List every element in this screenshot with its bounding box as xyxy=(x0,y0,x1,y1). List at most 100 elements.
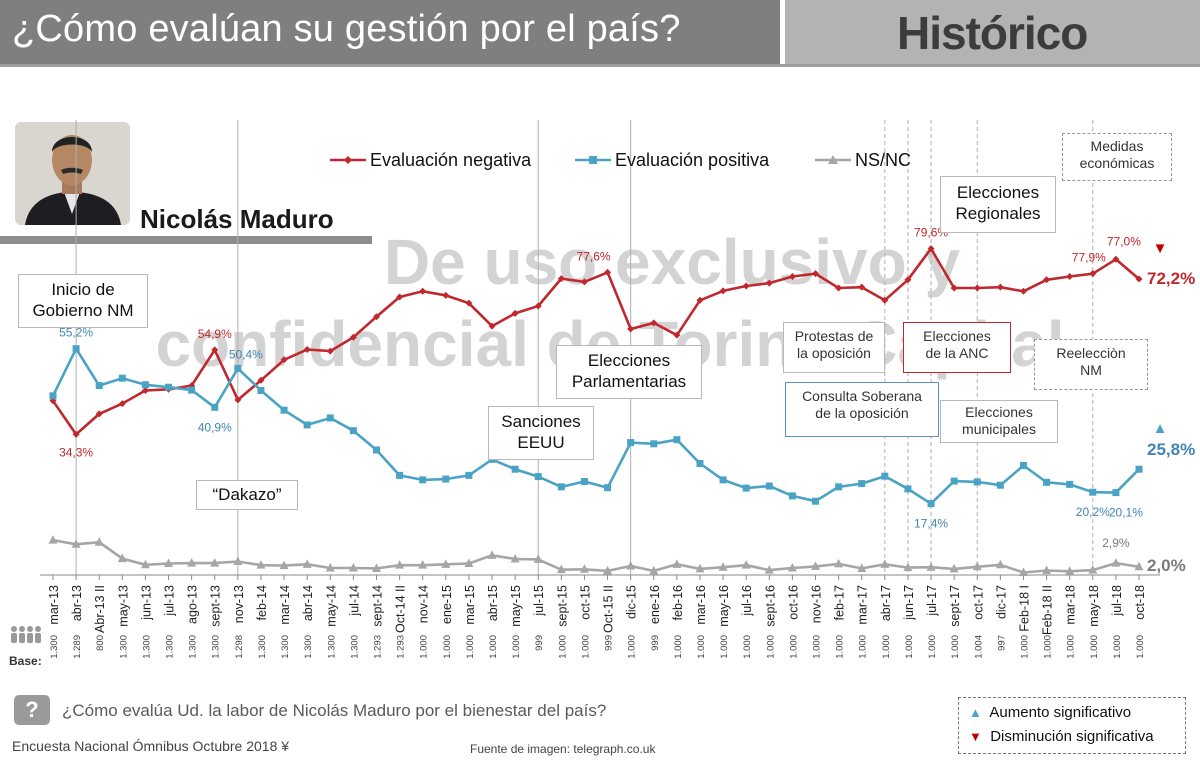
base-value: 1.000 xyxy=(465,635,476,659)
base-label: Base: xyxy=(9,654,42,668)
data-point xyxy=(72,430,80,438)
event-sanciones-eeuu: Sanciones EEUU xyxy=(488,406,594,460)
data-point xyxy=(858,480,866,488)
legend-aumento: Aumento significativo xyxy=(989,704,1132,721)
x-tick-label: mar-17 xyxy=(856,585,870,625)
data-point xyxy=(787,563,797,572)
data-point xyxy=(995,559,1005,569)
data-point xyxy=(441,559,451,568)
data-point xyxy=(487,550,497,559)
point-label: 77,9% xyxy=(1072,251,1106,265)
base-value: 1.000 xyxy=(627,635,638,659)
data-point xyxy=(396,471,404,479)
x-tick-label: mar-15 xyxy=(463,585,477,625)
data-point xyxy=(257,387,265,394)
x-tick-label: may-14 xyxy=(324,585,338,627)
x-tick-label: jun-17 xyxy=(902,585,916,621)
event-inicio-gobierno: Inicio de Gobierno NM xyxy=(18,274,148,328)
data-point xyxy=(349,427,357,435)
point-label: 40,9% xyxy=(198,420,232,434)
data-point xyxy=(604,268,612,276)
data-point xyxy=(742,484,750,492)
base-value: 1.298 xyxy=(234,635,245,659)
data-point xyxy=(395,560,405,569)
base-value: 999 xyxy=(534,635,545,651)
data-point xyxy=(1088,565,1098,574)
base-value: 1.300 xyxy=(49,635,60,659)
event-elecciones-municipales: Elecciones municipales xyxy=(940,400,1058,443)
base-value: 1.000 xyxy=(742,635,753,659)
point-label: 17,4% xyxy=(914,517,948,531)
data-point xyxy=(279,560,289,570)
base-value: 1.300 xyxy=(141,635,152,659)
base-value: 1.300 xyxy=(165,635,176,659)
base-value: 999 xyxy=(650,635,661,651)
data-point xyxy=(211,346,219,354)
series-line-1 xyxy=(51,347,1140,506)
base-value: 1.000 xyxy=(858,635,869,659)
x-tick-label: abr-14 xyxy=(301,585,315,621)
data-point xyxy=(419,287,427,295)
data-point xyxy=(302,559,312,568)
data-point xyxy=(904,485,912,493)
data-point xyxy=(165,383,173,391)
data-point xyxy=(811,561,821,570)
data-point xyxy=(835,284,843,292)
x-tick-label: may-16 xyxy=(717,585,731,627)
data-point xyxy=(765,279,773,287)
x-tick-label: Feb-18 I xyxy=(1017,585,1031,632)
base-value: 1.300 xyxy=(257,635,268,659)
data-point xyxy=(1134,561,1144,571)
data-point xyxy=(835,483,843,491)
base-value: 1.000 xyxy=(1112,635,1123,659)
x-tick-label: jul-14 xyxy=(347,585,361,617)
data-point xyxy=(95,382,103,390)
data-point xyxy=(650,440,658,448)
data-point xyxy=(580,478,588,486)
data-point xyxy=(419,476,427,484)
data-point xyxy=(695,563,705,573)
data-point xyxy=(510,554,520,563)
x-tick-label: Abr-13 II xyxy=(93,585,107,633)
base-value: 1.300 xyxy=(118,635,129,659)
x-tick-label: mar-16 xyxy=(694,585,708,625)
data-point xyxy=(1111,558,1121,567)
x-tick-label: dic-15 xyxy=(625,585,639,619)
base-value: 1.004 xyxy=(973,635,984,659)
data-point xyxy=(1089,270,1097,278)
data-point xyxy=(442,291,450,299)
x-tick-label: mar-13 xyxy=(47,585,61,625)
x-tick-label: jul-15 xyxy=(532,585,546,617)
event-elecciones-regionales: Elecciones Regionales xyxy=(940,176,1056,233)
data-point xyxy=(627,325,635,333)
x-tick-label: abr-13 xyxy=(70,585,84,621)
data-point xyxy=(511,309,519,317)
data-point xyxy=(187,558,197,567)
data-point xyxy=(117,553,127,563)
data-point xyxy=(48,535,58,544)
base-value: 1.000 xyxy=(719,635,730,659)
data-point xyxy=(996,481,1004,489)
base-value: 1.293 xyxy=(372,635,383,659)
data-point xyxy=(325,563,335,572)
data-point xyxy=(1089,488,1097,496)
base-value: 1.300 xyxy=(280,635,291,659)
base-value: 1.000 xyxy=(1066,635,1077,659)
data-point xyxy=(140,559,150,569)
data-point xyxy=(881,472,889,480)
point-label: 20,1% xyxy=(1109,506,1143,520)
event-dakazo: “Dakazo” xyxy=(196,480,298,510)
end-label: 72,2% xyxy=(1147,269,1195,288)
data-point xyxy=(210,558,220,567)
point-label: 55,2% xyxy=(59,326,93,340)
line-chart: De uso exclusivo y confidencial de Torin… xyxy=(11,120,1195,659)
base-value: 1.300 xyxy=(211,635,222,659)
data-point xyxy=(926,562,936,571)
data-point xyxy=(1043,478,1051,486)
data-point xyxy=(672,559,682,568)
base-value: 1.300 xyxy=(188,635,199,659)
data-point xyxy=(696,296,704,304)
x-tick-label: jul-13 xyxy=(163,585,177,617)
x-tick-label: oct-16 xyxy=(786,585,800,620)
event-medidas-economicas: Medidas económicas xyxy=(1062,133,1172,181)
